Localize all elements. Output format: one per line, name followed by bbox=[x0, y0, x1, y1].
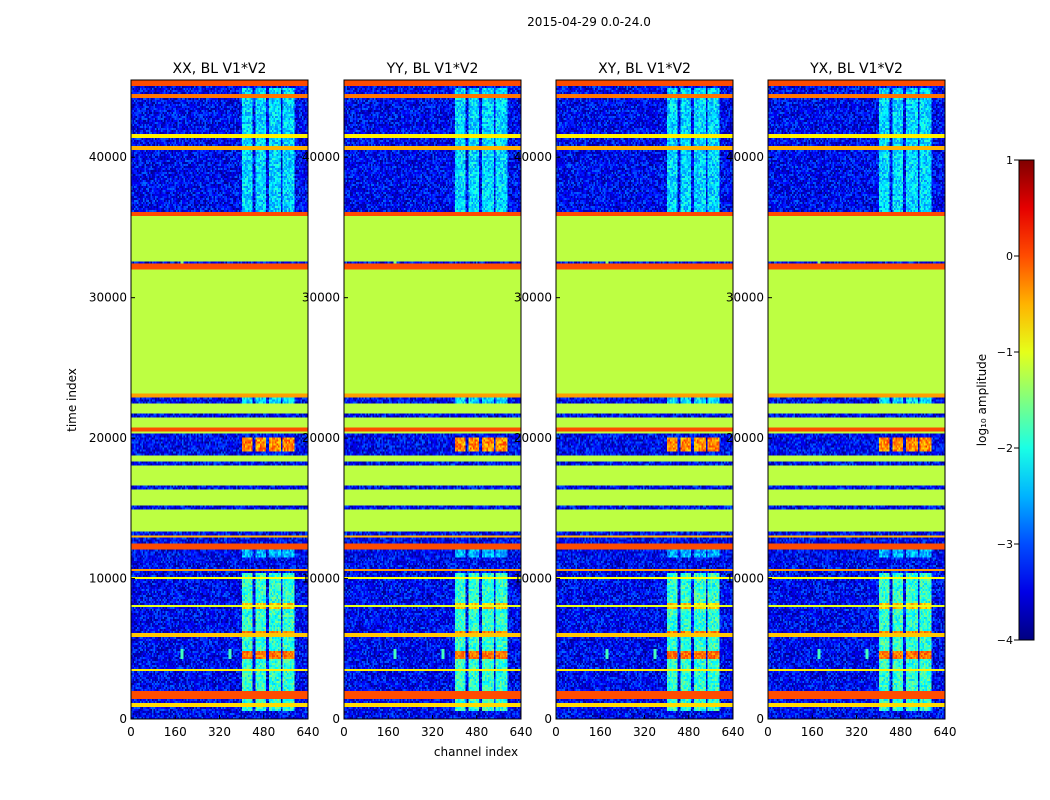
x-tick-label: 320 bbox=[845, 725, 868, 739]
panel-1: YY, BL V1*V2 0 160 320 480 640 0 10000 20000 3000… bbox=[302, 61, 533, 739]
heatmap-image bbox=[344, 80, 521, 719]
y-tick-label: 40000 bbox=[726, 150, 764, 164]
y-tick-label: 30000 bbox=[89, 291, 127, 305]
figure-suptitle: 2015-04-29 0.0-24.0 bbox=[527, 15, 651, 29]
panel-0: XX, BL V1*V2 0 160 320 480 640 0 10000 20000 3000… bbox=[89, 61, 320, 739]
x-tick-label: 640 bbox=[934, 725, 957, 739]
y-tick-label: 10000 bbox=[726, 572, 764, 586]
colorbar-tick-label: 1 bbox=[1006, 154, 1013, 167]
colorbar-tick-label: −4 bbox=[997, 634, 1013, 647]
y-tick-label: 40000 bbox=[89, 150, 127, 164]
colorbar: −4 −3 −2 −1 0 1 bbox=[997, 154, 1035, 647]
panel-2: XY, BL V1*V2 0 160 320 480 640 0 10000 20000 3000… bbox=[514, 61, 745, 739]
x-tick-label: 640 bbox=[722, 725, 745, 739]
panel-title: XX, BL V1*V2 bbox=[173, 61, 267, 77]
x-tick-label: 640 bbox=[510, 725, 533, 739]
x-tick-label: 0 bbox=[127, 725, 135, 739]
x-tick-label: 320 bbox=[208, 725, 231, 739]
x-tick-label: 480 bbox=[677, 725, 700, 739]
x-tick-label: 320 bbox=[633, 725, 656, 739]
y-tick-label: 20000 bbox=[514, 431, 552, 445]
y-tick-label: 40000 bbox=[514, 150, 552, 164]
x-tick-label: 160 bbox=[589, 725, 612, 739]
y-tick-label: 20000 bbox=[302, 431, 340, 445]
y-axis-label: time index bbox=[65, 368, 79, 432]
y-tick-label: 40000 bbox=[302, 150, 340, 164]
y-tick-label: 0 bbox=[119, 712, 127, 726]
heatmap-image bbox=[131, 80, 308, 719]
colorbar-tick-label: −2 bbox=[997, 442, 1013, 455]
x-tick-label: 0 bbox=[764, 725, 772, 739]
panel-3: YX, BL V1*V2 0 160 320 480 640 0 10000 20000 3000… bbox=[726, 61, 957, 739]
colorbar-tick-label: 0 bbox=[1006, 250, 1013, 263]
colorbar-label: log₁₀ amplitude bbox=[975, 354, 989, 446]
y-tick-label: 30000 bbox=[514, 291, 552, 305]
heatmap-image bbox=[768, 80, 945, 719]
y-tick-label: 30000 bbox=[302, 291, 340, 305]
x-tick-label: 0 bbox=[552, 725, 560, 739]
x-tick-label: 0 bbox=[340, 725, 348, 739]
y-tick-label: 30000 bbox=[726, 291, 764, 305]
colorbar-tick-label: −3 bbox=[997, 538, 1013, 551]
x-tick-label: 320 bbox=[421, 725, 444, 739]
x-tick-label: 480 bbox=[889, 725, 912, 739]
x-tick-label: 640 bbox=[297, 725, 320, 739]
x-tick-label: 160 bbox=[164, 725, 187, 739]
colorbar-gradient bbox=[1018, 159, 1035, 641]
panel-title: XY, BL V1*V2 bbox=[598, 61, 691, 77]
y-tick-label: 0 bbox=[544, 712, 552, 726]
colorbar-tick-label: −1 bbox=[997, 346, 1013, 359]
panel-title: YY, BL V1*V2 bbox=[386, 61, 479, 77]
y-tick-label: 10000 bbox=[302, 572, 340, 586]
y-tick-label: 20000 bbox=[89, 431, 127, 445]
y-tick-label: 20000 bbox=[726, 431, 764, 445]
x-tick-label: 480 bbox=[465, 725, 488, 739]
heatmap-image bbox=[556, 80, 733, 719]
y-tick-label: 0 bbox=[756, 712, 764, 726]
panel-title: YX, BL V1*V2 bbox=[809, 61, 903, 77]
y-tick-label: 10000 bbox=[89, 572, 127, 586]
x-axis-label: channel index bbox=[434, 745, 518, 759]
x-tick-label: 480 bbox=[252, 725, 275, 739]
heatmap-panels: XX, BL V1*V2 0 160 320 480 640 0 10000 20000 3000… bbox=[89, 61, 957, 739]
x-tick-label: 160 bbox=[801, 725, 824, 739]
y-tick-label: 0 bbox=[332, 712, 340, 726]
y-tick-label: 10000 bbox=[514, 572, 552, 586]
x-tick-label: 160 bbox=[377, 725, 400, 739]
